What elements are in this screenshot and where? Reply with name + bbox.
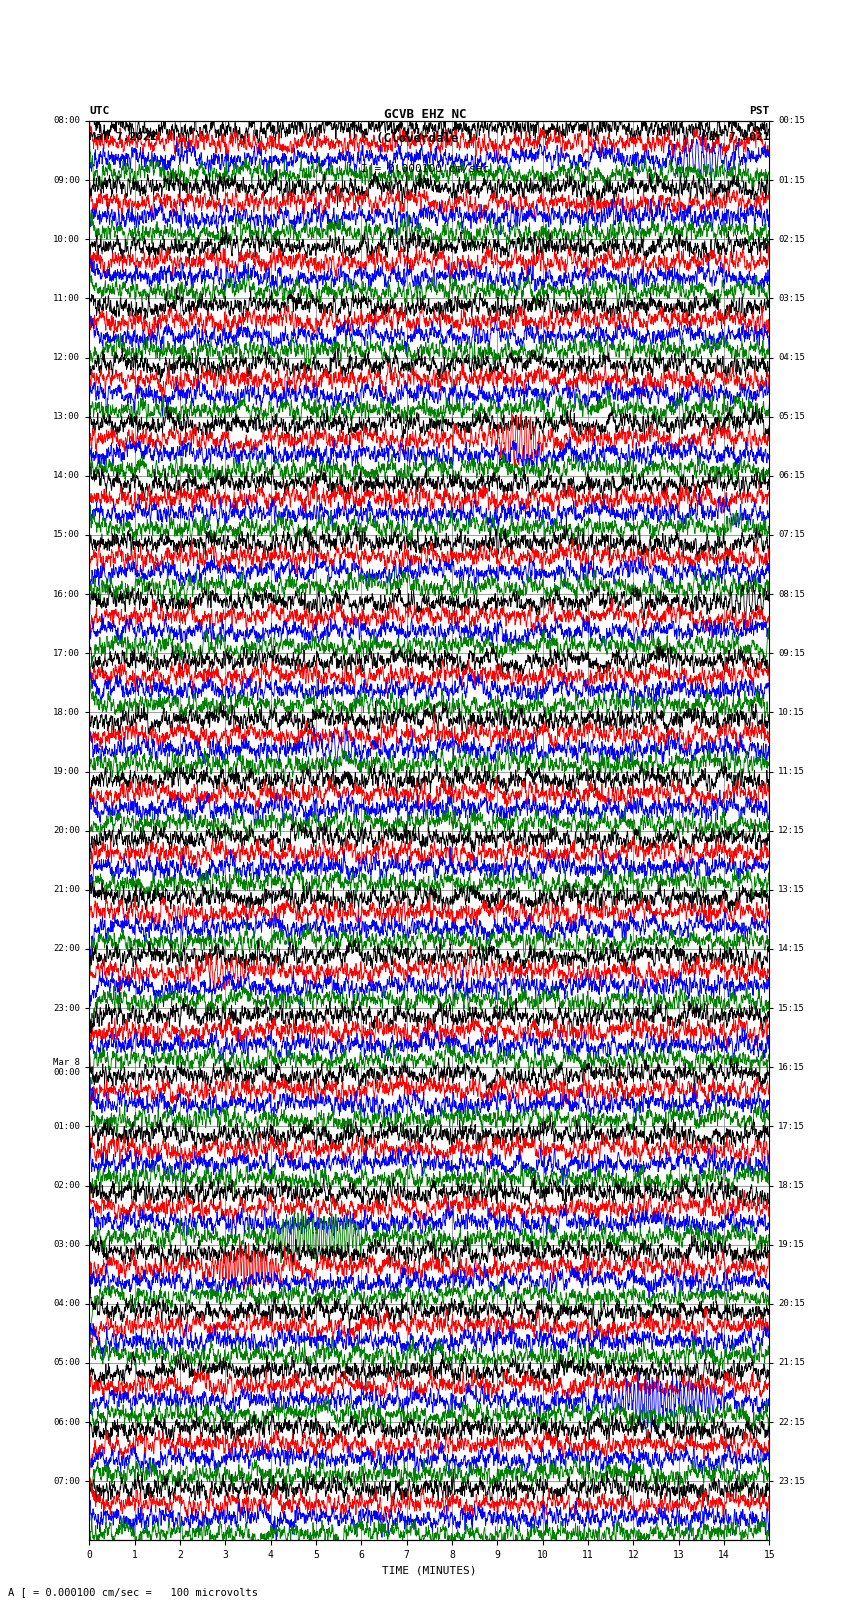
X-axis label: TIME (MINUTES): TIME (MINUTES)	[382, 1566, 477, 1576]
Text: Mar 7,2021: Mar 7,2021	[702, 132, 769, 142]
Text: A [ = 0.000100 cm/sec =   100 microvolts: A [ = 0.000100 cm/sec = 100 microvolts	[8, 1587, 258, 1597]
Text: Mar 7,2021: Mar 7,2021	[89, 132, 156, 142]
Text: UTC: UTC	[89, 106, 110, 116]
Text: GCVB EHZ NC: GCVB EHZ NC	[383, 108, 467, 121]
Text: (Cloverdale ): (Cloverdale )	[377, 132, 473, 145]
Text: I = 0.000100 cm/sec: I = 0.000100 cm/sec	[361, 165, 489, 174]
Text: PST: PST	[749, 106, 769, 116]
